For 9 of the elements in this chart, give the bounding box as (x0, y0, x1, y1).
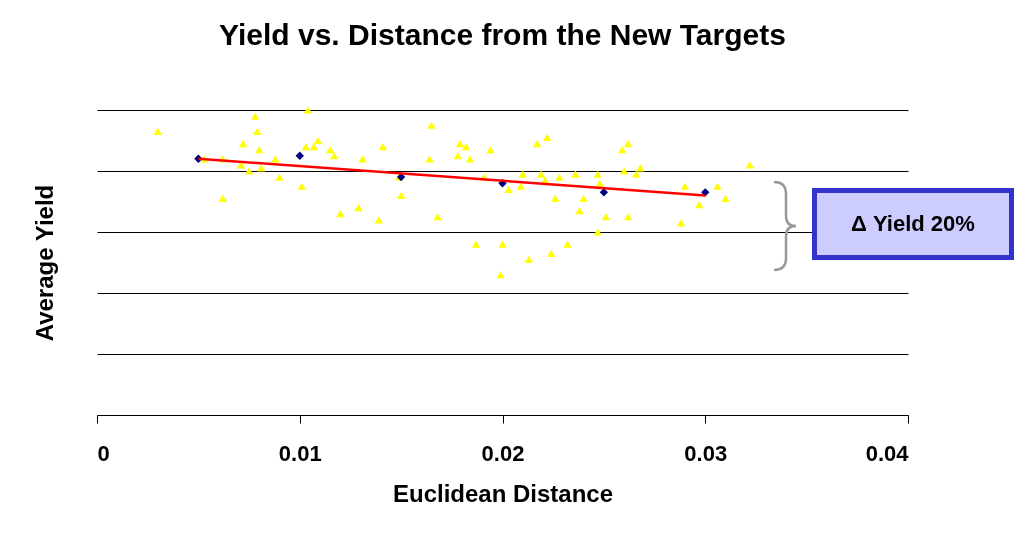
chart-title: Yield vs. Distance from the New Targets (219, 18, 786, 52)
x-tick-label: 0.01 (278, 440, 322, 466)
x-axis-title: Euclidean Distance (392, 479, 614, 507)
x-tick-label: 0.03 (684, 440, 728, 466)
callout-box: Δ Yield 20% (812, 188, 1014, 260)
x-tick-label: 0.02 (481, 440, 525, 466)
y-axis-title: Average Yield (30, 184, 58, 342)
x-tick-label: 0.04 (865, 440, 910, 466)
x-tick-label: 0 (97, 440, 110, 466)
